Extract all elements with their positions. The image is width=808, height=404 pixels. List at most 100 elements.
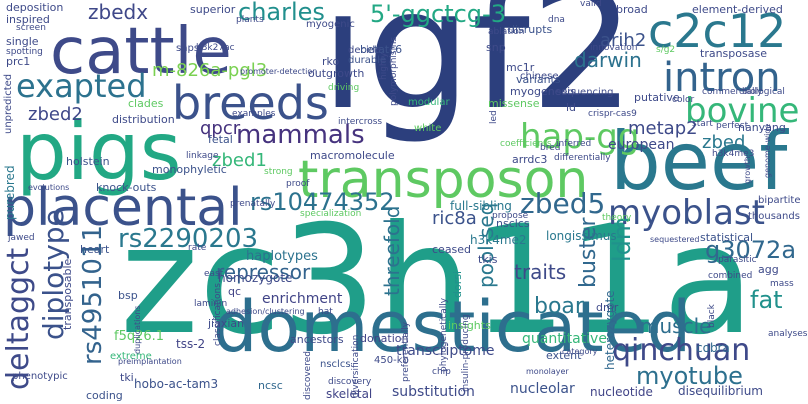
- word-duplications: duplications: [133, 305, 142, 354]
- word-h3k27ac: h3k27ac: [196, 43, 235, 53]
- word-h3k4me2: h3k4me2: [470, 233, 527, 247]
- word-ancestors: ancestors: [290, 333, 344, 346]
- word-linkage: linkage: [186, 151, 219, 161]
- word-intercross: intercross: [338, 117, 383, 127]
- word-transposase: transposase: [700, 47, 767, 60]
- word-arrdc3: arrdc3: [512, 153, 548, 166]
- word-modular: modular: [408, 97, 450, 108]
- word-ceased: ceased: [432, 243, 472, 256]
- word-single: single: [6, 35, 39, 48]
- word-substitution: substitution: [392, 384, 475, 400]
- word-breeds: breeds: [172, 76, 329, 130]
- word-transposable: transposable: [61, 258, 74, 330]
- word-mc1r: mc1r: [506, 61, 535, 74]
- word-myoblast: myoblast: [608, 193, 765, 233]
- word-biological: biological: [742, 87, 785, 97]
- word-dna: dna: [548, 15, 565, 25]
- word-s450kb: 450-kb: [374, 355, 409, 366]
- word-agg: agg: [758, 263, 779, 276]
- word-buster: buster: [576, 217, 601, 288]
- word-intron: intron: [663, 55, 781, 101]
- word-prenatally: prenatally: [230, 199, 276, 209]
- word-clades: clades: [128, 97, 164, 110]
- word-monophyletic: monophyletic: [152, 163, 227, 176]
- word-mammals: mammals: [236, 120, 365, 150]
- word-adhesion: adhesion/clustering: [226, 307, 305, 316]
- word-zc3h11a: zc3h11a: [120, 194, 755, 368]
- word-jawed: jawed: [8, 233, 35, 243]
- word-quantitative: quantitative: [522, 331, 607, 347]
- word-outgrowth: outgrowth: [308, 67, 365, 80]
- word-decide: decide: [348, 45, 382, 56]
- word-prc1: prc1: [6, 55, 31, 68]
- word-donation: donation: [360, 332, 409, 345]
- word-qpcr: qpcr: [200, 118, 241, 139]
- word-inspired: inspired: [6, 13, 50, 26]
- word-chinese: chinese: [520, 71, 559, 82]
- word-nucleotide: nucleotide: [590, 385, 653, 399]
- word-homozygote: homozygote: [218, 271, 293, 285]
- word-tkis: tkis: [478, 253, 498, 266]
- word-haplotypes: haplotypes: [246, 249, 318, 264]
- word-spotting: spotting: [6, 47, 43, 57]
- word-s_g2: s/g2: [656, 45, 676, 55]
- word-perfect: perfect: [716, 121, 749, 131]
- word-qinchuan: qinchuan: [612, 333, 751, 368]
- word-proof: proof: [286, 179, 310, 189]
- word-laminin: laminin: [194, 299, 228, 309]
- word-growth: growth: [743, 156, 752, 184]
- word-durable: durable: [348, 55, 387, 66]
- word-rs10474352: rs10474352: [250, 188, 395, 216]
- word-highly: highly: [379, 52, 389, 80]
- word-chip: chip: [432, 367, 451, 377]
- word-black: black: [707, 304, 717, 328]
- word-phylogenetically: phylogenetically: [439, 297, 449, 372]
- word-qc: qc: [228, 285, 242, 298]
- word-driving: driving: [328, 83, 360, 93]
- word-rs2290203: rs2290203: [118, 224, 259, 254]
- word-parasitic: parasitic: [718, 255, 757, 265]
- word-propose: propose: [492, 211, 529, 221]
- word-h3k4me3: h3k4me3: [712, 149, 755, 159]
- word-insights: insights: [448, 319, 491, 332]
- word-cobra: cobra: [696, 341, 730, 355]
- word-muscle: muscle: [640, 314, 712, 338]
- word-thousands: thousands: [748, 211, 800, 222]
- word-bipartite: bipartite: [758, 195, 801, 206]
- word-fullsibling: full-sibling: [450, 199, 512, 213]
- word-bovine: bovine: [685, 91, 800, 131]
- word-distribution: distribution: [112, 113, 175, 126]
- word-promoter: promoter-detection: [240, 67, 318, 76]
- word-variants: variants: [516, 73, 561, 86]
- word-pigs: pigs: [16, 105, 182, 198]
- word-nsclcs2: nsclcs: [320, 359, 351, 370]
- word-mass: mass: [770, 279, 794, 289]
- word-placental: placental: [3, 178, 243, 238]
- word-darwin: darwin: [574, 48, 642, 72]
- word-zbed5: zbed5: [520, 187, 606, 220]
- word-hapgg: hap-gg: [520, 117, 640, 157]
- word-crispr: crispr-cas9: [588, 109, 637, 119]
- word-ncsc: ncsc: [258, 379, 283, 392]
- word-exapted: exapted: [16, 67, 147, 105]
- word-metap2: metap2: [628, 118, 698, 139]
- word-putative: putative: [634, 91, 680, 104]
- word-statistical: statistical: [700, 231, 754, 244]
- word-innovation: innovation: [590, 43, 638, 53]
- word-analyses: analyses: [768, 329, 808, 339]
- word-heart: heart: [80, 243, 110, 256]
- word-zbed1: zbed1: [212, 150, 267, 171]
- word-classifications: classifications: [213, 283, 223, 346]
- word-white: white: [414, 123, 442, 134]
- word-european: european: [608, 137, 675, 153]
- word-disequilibrium: disequilibrium: [678, 384, 763, 398]
- word-specialization: specialization: [300, 209, 362, 219]
- word-start: start: [692, 119, 713, 129]
- word-boar: boar: [534, 294, 584, 319]
- word-rate: rate: [188, 243, 207, 253]
- word-broad: broad: [616, 3, 648, 16]
- word-ric8a: ric8a: [432, 208, 477, 229]
- word-arih2: arih2: [600, 30, 647, 51]
- word-combined: combined: [708, 271, 753, 281]
